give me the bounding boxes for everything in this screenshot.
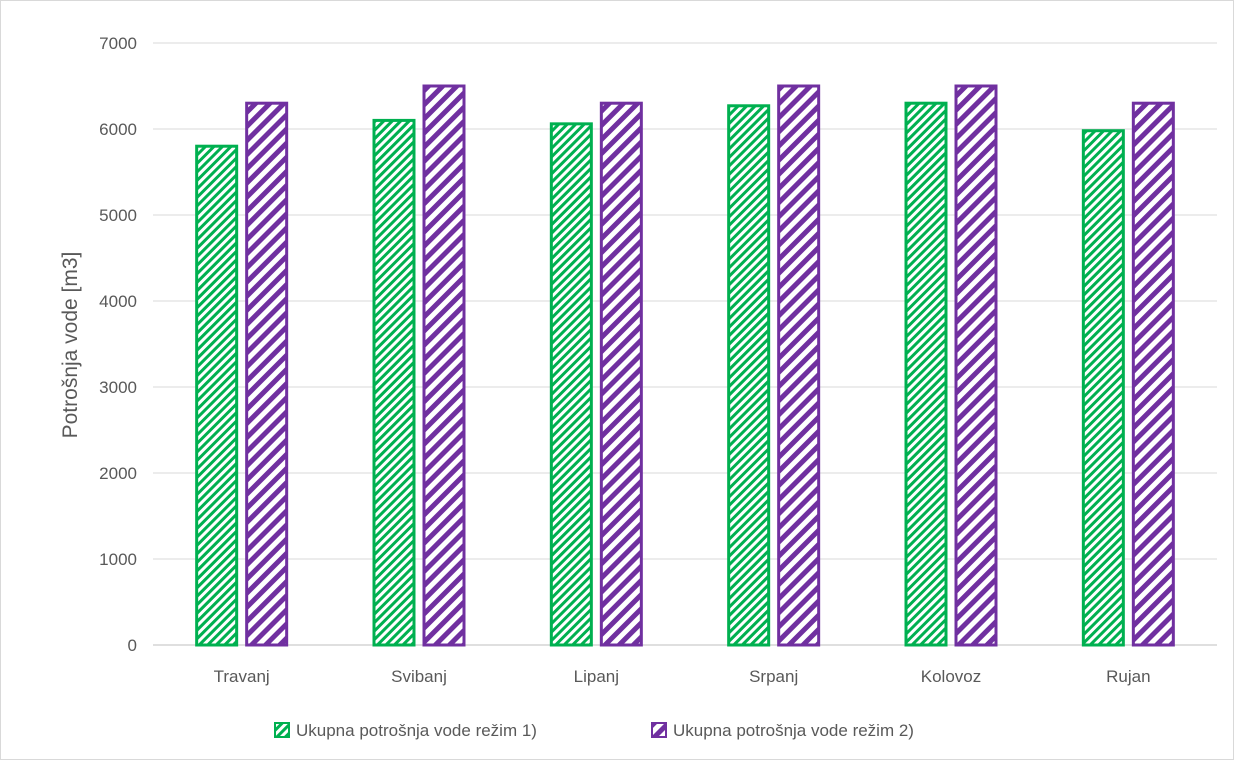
x-tick-label: Svibanj [391,667,447,686]
bar-series-1 [549,122,593,647]
bar-series-2 [954,84,998,647]
bar-series-1 [372,118,416,647]
bar-series-2 [599,101,643,647]
y-tick-label: 6000 [99,120,137,139]
bar-series-1 [904,101,948,647]
legend-swatch-series-1 [274,722,290,738]
bar-series-2 [245,101,289,647]
y-axis-ticks: 0 1000 2000 3000 4000 5000 6000 7000 [99,34,137,655]
y-tick-label: 0 [128,636,137,655]
y-tick-label: 5000 [99,206,137,225]
y-tick-label: 1000 [99,550,137,569]
legend-swatch-series-2 [651,722,667,738]
bar-series-1 [1081,129,1125,647]
x-axis-ticks: Travanj Svibanj Lipanj Srpanj Kolovoz Rujan [214,667,1151,686]
bars [195,84,1175,647]
x-tick-label: Srpanj [749,667,798,686]
y-tick-label: 7000 [99,34,137,53]
x-tick-label: Kolovoz [921,667,981,686]
bar-series-1 [727,104,771,647]
bar-series-1 [195,144,239,647]
y-tick-label: 2000 [99,464,137,483]
y-axis-label: Potrošnja vode [m3] [59,252,82,439]
y-tick-label: 3000 [99,378,137,397]
bar-series-2 [1131,101,1175,647]
x-tick-label: Travanj [214,667,270,686]
legend-label-series-1: Ukupna potrošnja vode režim 1) [296,721,537,740]
legend: Ukupna potrošnja vode režim 1) Ukupna pot… [274,721,914,740]
gridlines [153,42,1217,646]
y-tick-label: 4000 [99,292,137,311]
x-tick-label: Rujan [1106,667,1150,686]
legend-label-series-2: Ukupna potrošnja vode režim 2) [673,721,914,740]
bar-series-2 [777,84,821,647]
x-tick-label: Lipanj [574,667,619,686]
bar-series-2 [422,84,466,647]
